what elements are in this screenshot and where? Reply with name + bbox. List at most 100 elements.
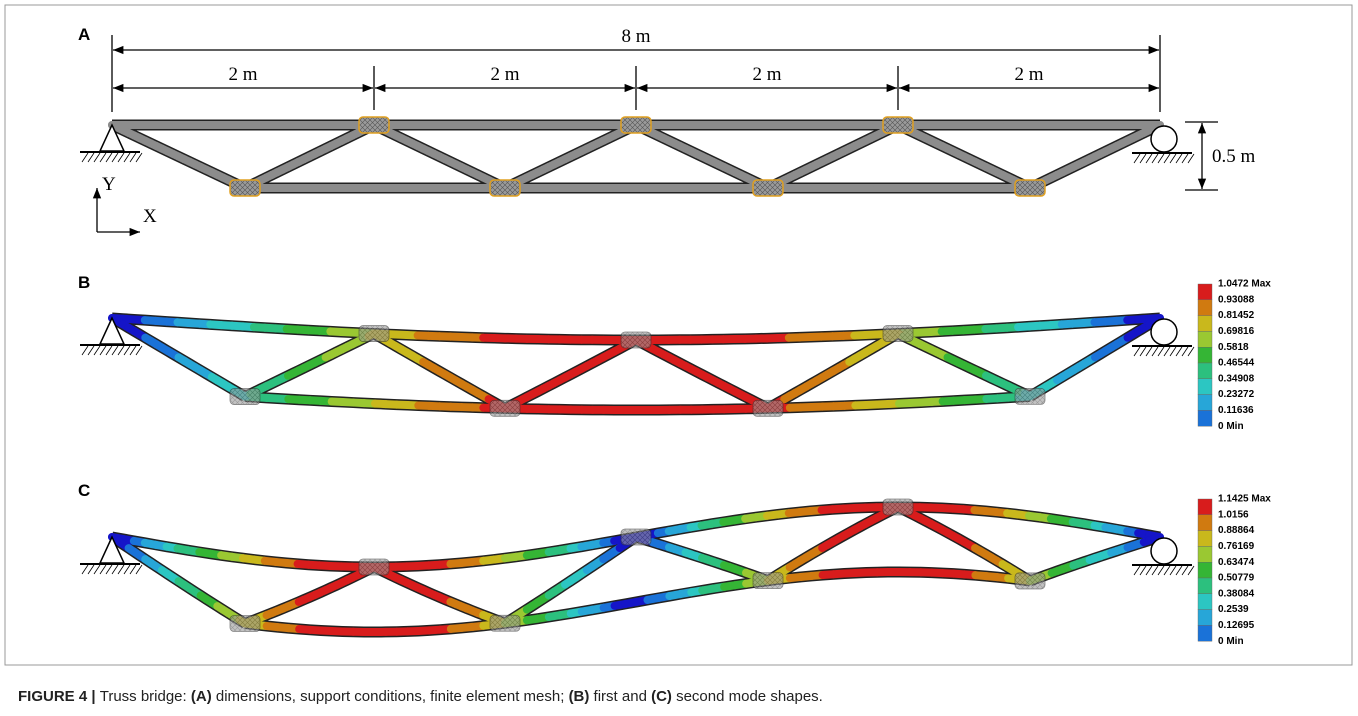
hatch bbox=[1182, 347, 1188, 356]
panel-label: B bbox=[78, 273, 90, 292]
legend-label: 0.93088 bbox=[1218, 294, 1255, 305]
roller-support bbox=[1151, 126, 1177, 152]
legend-label: 0 Min bbox=[1218, 421, 1244, 432]
hatch bbox=[1164, 347, 1170, 356]
hatch bbox=[1134, 347, 1140, 356]
legend-swatch bbox=[1198, 610, 1212, 626]
caption-text: (B) bbox=[569, 688, 590, 705]
legend-label: 0.38084 bbox=[1218, 588, 1255, 599]
hatch bbox=[130, 153, 136, 162]
caption-text: (C) bbox=[651, 688, 672, 705]
hatch bbox=[1152, 347, 1158, 356]
gusset-plate bbox=[230, 389, 260, 405]
gusset-plate bbox=[1015, 388, 1045, 404]
gusset-plate bbox=[753, 400, 783, 416]
legend-swatch bbox=[1198, 300, 1212, 316]
hatch bbox=[136, 346, 142, 355]
caption-text: first and bbox=[589, 688, 651, 705]
hatch bbox=[82, 153, 88, 162]
hatch bbox=[1158, 154, 1164, 163]
hatch bbox=[88, 565, 94, 574]
gusset-plate bbox=[490, 180, 520, 196]
gusset-plate bbox=[883, 326, 913, 342]
hatch bbox=[1152, 154, 1158, 163]
legend-label: 1.0156 bbox=[1218, 509, 1249, 520]
gusset-plate bbox=[359, 326, 389, 342]
caption-text: second mode shapes. bbox=[672, 688, 823, 705]
caption-text: (A) bbox=[191, 688, 212, 705]
gusset-plate bbox=[359, 559, 389, 575]
hatch bbox=[1182, 566, 1188, 575]
legend-label: 0.2539 bbox=[1218, 604, 1249, 615]
legend-label: 1.1425 Max bbox=[1218, 494, 1271, 505]
hatch bbox=[1140, 566, 1146, 575]
hatch bbox=[1134, 566, 1140, 575]
hatch bbox=[124, 565, 130, 574]
gusset-plate bbox=[883, 499, 913, 515]
hatch bbox=[94, 565, 100, 574]
legend-label: 0.23272 bbox=[1218, 389, 1255, 400]
hatch bbox=[1176, 154, 1182, 163]
panel-label: C bbox=[78, 481, 90, 500]
dimension-label: 2 m bbox=[752, 64, 781, 85]
legend-swatch bbox=[1198, 316, 1212, 332]
gusset-plate bbox=[621, 332, 651, 348]
gusset-plate bbox=[1015, 180, 1045, 196]
panel-label: A bbox=[78, 25, 90, 44]
legend-label: 0 Min bbox=[1218, 636, 1244, 647]
hatch bbox=[1146, 154, 1152, 163]
dimension-label: 8 m bbox=[621, 26, 650, 47]
hatch bbox=[1188, 347, 1194, 356]
gusset-plate bbox=[883, 117, 913, 133]
legend-label: 0.81452 bbox=[1218, 310, 1255, 321]
hatch bbox=[118, 153, 124, 162]
hatch bbox=[1140, 347, 1146, 356]
axis-label: X bbox=[143, 206, 157, 227]
hatch bbox=[1176, 347, 1182, 356]
legend-swatch bbox=[1198, 499, 1212, 515]
hatch bbox=[1158, 347, 1164, 356]
gusset-plate bbox=[753, 573, 783, 589]
gusset-plate bbox=[490, 615, 520, 631]
hatch bbox=[136, 153, 142, 162]
hatch bbox=[130, 346, 136, 355]
hatch bbox=[88, 346, 94, 355]
hatch bbox=[82, 346, 88, 355]
legend-label: 1.0472 Max bbox=[1218, 279, 1271, 290]
hatch bbox=[112, 346, 118, 355]
legend-swatch bbox=[1198, 625, 1212, 641]
legend-label: 0.5818 bbox=[1218, 342, 1249, 353]
gusset-plate bbox=[621, 529, 651, 545]
hatch bbox=[112, 153, 118, 162]
truss bbox=[112, 318, 1160, 416]
hatch bbox=[124, 346, 130, 355]
legend-label: 0.46544 bbox=[1218, 358, 1255, 369]
caption-text: dimensions, support conditions, finite e… bbox=[212, 688, 569, 705]
legend-swatch bbox=[1198, 515, 1212, 531]
gusset-plate bbox=[359, 117, 389, 133]
dimension-label: 2 m bbox=[228, 64, 257, 85]
legend-label: 0.88864 bbox=[1218, 525, 1255, 536]
legend-swatch bbox=[1198, 347, 1212, 363]
hatch bbox=[1134, 154, 1140, 163]
hatch bbox=[1158, 566, 1164, 575]
legend-label: 0.50779 bbox=[1218, 573, 1255, 584]
gusset-plate bbox=[230, 180, 260, 196]
hatch bbox=[94, 153, 100, 162]
legend-label: 0.69816 bbox=[1218, 326, 1255, 337]
hatch bbox=[1170, 566, 1176, 575]
hatch bbox=[1146, 566, 1152, 575]
gusset-plate bbox=[1015, 573, 1045, 589]
dimension-label: 2 m bbox=[1014, 64, 1043, 85]
figure: A B C 8 m 2 m 2 m 2 m 2 m 0.5 m Y X 1.04… bbox=[0, 0, 1358, 716]
hatch bbox=[100, 565, 106, 574]
hatch bbox=[94, 346, 100, 355]
hatch bbox=[118, 346, 124, 355]
hatch bbox=[1152, 566, 1158, 575]
legend-swatch bbox=[1198, 578, 1212, 594]
legend-swatch bbox=[1198, 546, 1212, 562]
legend-label: 0.34908 bbox=[1218, 373, 1255, 384]
hatch bbox=[106, 565, 112, 574]
hatch bbox=[1140, 154, 1146, 163]
gusset-plate bbox=[230, 615, 260, 631]
